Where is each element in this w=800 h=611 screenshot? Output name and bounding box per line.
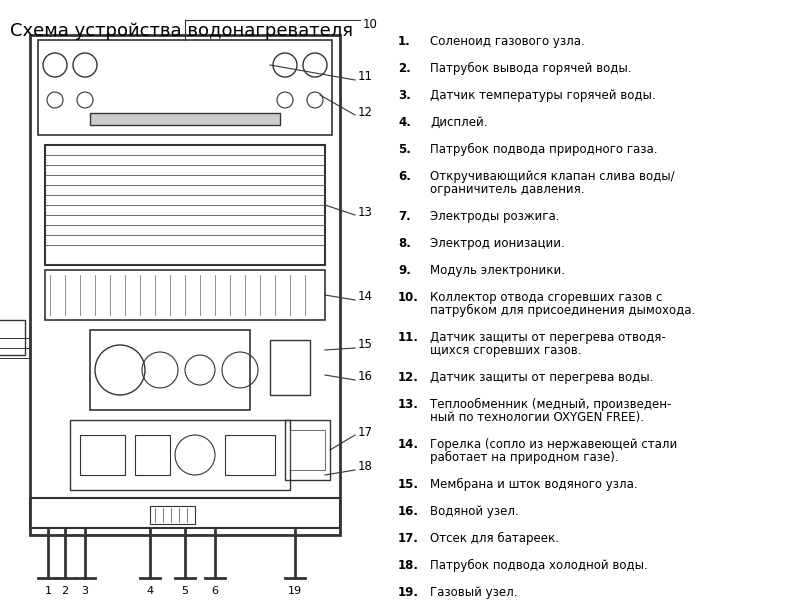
Text: Дисплей.: Дисплей. (430, 116, 487, 129)
Text: Патрубок подвода природного газа.: Патрубок подвода природного газа. (430, 143, 658, 156)
Text: ный по технологии OXYGEN FREE).: ный по технологии OXYGEN FREE). (430, 411, 644, 424)
Bar (290, 430, 325, 470)
Bar (38, 40, 332, 135)
Text: Электроды розжига.: Электроды розжига. (430, 210, 559, 223)
Text: 1.: 1. (398, 35, 410, 48)
Text: Откручивающийся клапан слива воды/: Откручивающийся клапан слива воды/ (430, 170, 674, 183)
Bar (150, 506, 195, 524)
Bar (90, 113, 280, 125)
Text: Соленоид газового узла.: Соленоид газового узла. (430, 35, 585, 48)
Text: Патрубок вывода горячей воды.: Патрубок вывода горячей воды. (430, 62, 631, 75)
Text: Коллектор отвода сгоревших газов с: Коллектор отвода сгоревших газов с (430, 291, 662, 304)
Bar (45, 270, 325, 320)
Text: 13: 13 (358, 205, 373, 219)
Bar (90, 330, 250, 410)
Text: 6.: 6. (398, 170, 411, 183)
Text: 5: 5 (182, 586, 189, 596)
Bar (225, 435, 275, 475)
Text: 4.: 4. (398, 116, 411, 129)
Text: Газовый узел.: Газовый узел. (430, 586, 518, 599)
Text: 19: 19 (288, 586, 302, 596)
Text: 17: 17 (358, 425, 373, 439)
Text: Датчик защиты от перегрева воды.: Датчик защиты от перегрева воды. (430, 371, 654, 384)
Bar (45, 145, 325, 265)
Text: ограничитель давления.: ограничитель давления. (430, 183, 585, 196)
Text: 1: 1 (45, 586, 51, 596)
Bar (30, 35, 340, 535)
Text: Датчик температуры горячей воды.: Датчик температуры горячей воды. (430, 89, 656, 102)
Text: 6: 6 (211, 586, 218, 596)
Bar (135, 435, 170, 475)
Text: 8.: 8. (398, 237, 411, 250)
Text: 14: 14 (358, 290, 373, 304)
Text: 13.: 13. (398, 398, 419, 411)
Text: 5.: 5. (398, 143, 411, 156)
Text: работает на природном газе).: работает на природном газе). (430, 451, 618, 464)
Text: 18.: 18. (398, 559, 419, 572)
Text: 14.: 14. (398, 438, 419, 451)
Text: Водяной узел.: Водяной узел. (430, 505, 518, 518)
Text: патрубком для присоединения дымохода.: патрубком для присоединения дымохода. (430, 304, 695, 317)
Bar (70, 420, 290, 490)
Bar (285, 420, 330, 480)
Text: 11.: 11. (398, 331, 419, 344)
Text: 4: 4 (146, 586, 154, 596)
Text: 17.: 17. (398, 532, 419, 545)
Text: 15.: 15. (398, 478, 419, 491)
Text: Горелка (сопло из нержавеющей стали: Горелка (сопло из нержавеющей стали (430, 438, 678, 451)
Text: Датчик защиты от перегрева отводя-: Датчик защиты от перегрева отводя- (430, 331, 666, 344)
Text: 3.: 3. (398, 89, 410, 102)
Text: 16: 16 (358, 370, 373, 384)
Text: 2.: 2. (398, 62, 410, 75)
Text: 16.: 16. (398, 505, 419, 518)
Text: щихся сгоревших газов.: щихся сгоревших газов. (430, 344, 582, 357)
Text: Модуль электроники.: Модуль электроники. (430, 264, 565, 277)
Text: 9.: 9. (398, 264, 411, 277)
Text: 18: 18 (358, 461, 373, 474)
Text: 11: 11 (358, 70, 373, 84)
Bar (0, 320, 25, 355)
Text: 15: 15 (358, 338, 373, 351)
Text: 7.: 7. (398, 210, 410, 223)
Text: 19.: 19. (398, 586, 419, 599)
Text: 12.: 12. (398, 371, 419, 384)
Text: Схема устройства водонагревателя: Схема устройства водонагревателя (10, 22, 353, 40)
Text: 2: 2 (62, 586, 69, 596)
Bar (30, 498, 340, 528)
Text: Отсек для батареек.: Отсек для батареек. (430, 532, 559, 545)
Text: Патрубок подвода холодной воды.: Патрубок подвода холодной воды. (430, 559, 648, 572)
Bar (270, 340, 310, 395)
Text: Мембрана и шток водяного узла.: Мембрана и шток водяного узла. (430, 478, 638, 491)
Text: 12: 12 (358, 106, 373, 119)
Bar (80, 435, 125, 475)
Text: Теплообменник (медный, произведен-: Теплообменник (медный, произведен- (430, 398, 671, 411)
Text: 10.: 10. (398, 291, 419, 304)
Text: Электрод ионизации.: Электрод ионизации. (430, 237, 565, 250)
Text: 10: 10 (363, 18, 378, 32)
Text: 3: 3 (82, 586, 89, 596)
